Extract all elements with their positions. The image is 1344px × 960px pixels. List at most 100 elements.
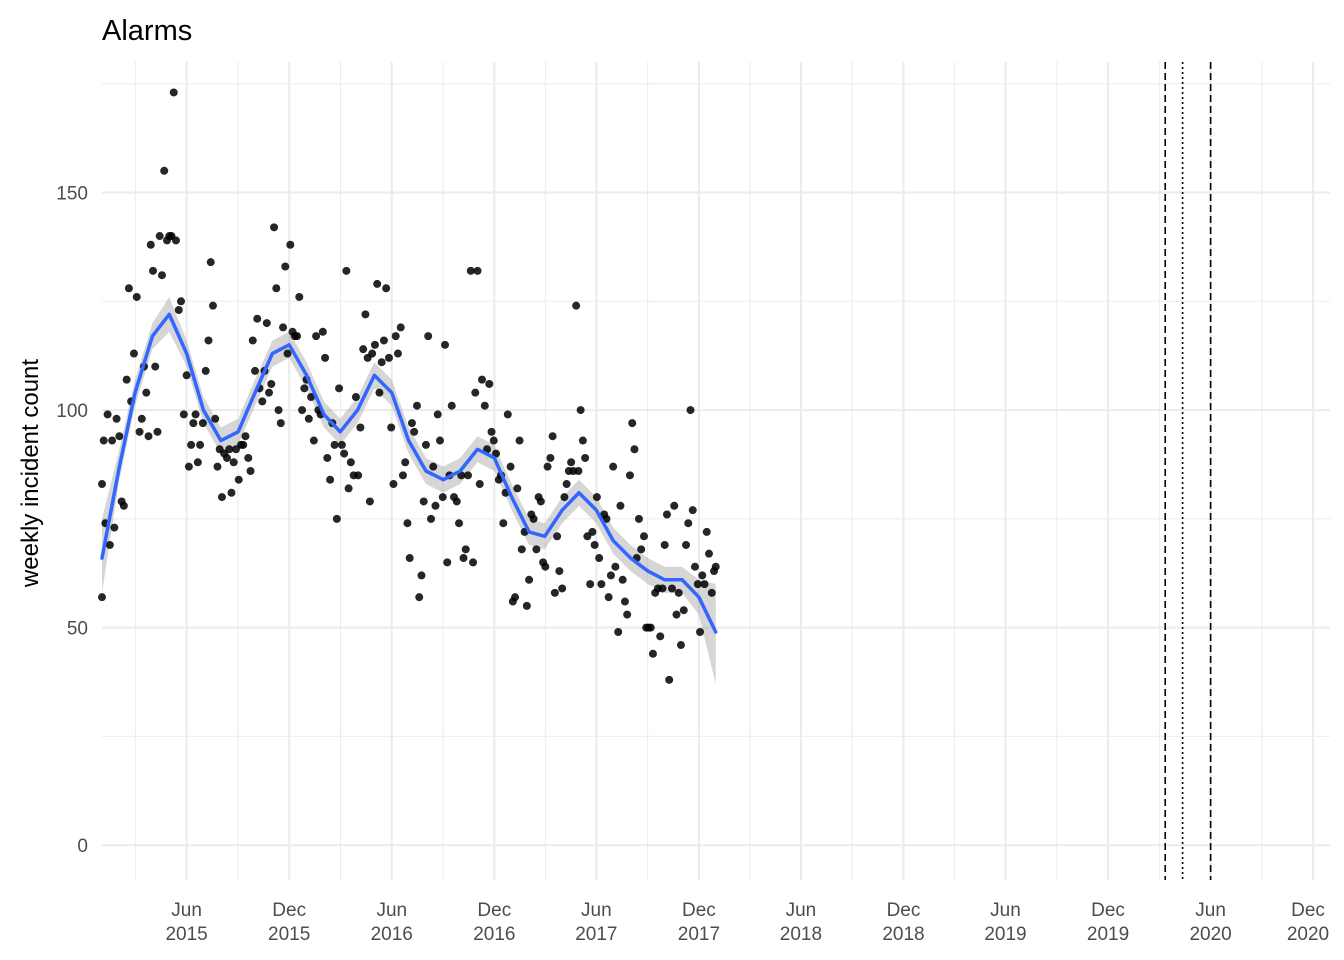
data-point [443,558,452,567]
data-point [672,610,681,619]
data-point [189,419,198,428]
data-point [700,580,709,589]
data-point [499,519,508,528]
data-point [157,271,166,280]
x-tick-label: 2015 [165,924,207,945]
data-point [431,501,440,510]
data-point [204,336,213,345]
data-point [630,445,639,454]
data-point [435,436,444,445]
data-point [466,266,475,275]
data-point [253,314,262,323]
data-point [529,514,538,523]
data-point [187,440,196,449]
data-point [241,432,250,441]
data-point [693,580,702,589]
x-tick-label: Jun [786,900,817,921]
x-tick-label: 2016 [371,924,413,945]
data-point [682,540,691,549]
data-point [473,266,482,275]
data-point [279,323,288,332]
data-point [398,471,407,480]
y-tick-label: 50 [67,619,88,640]
data-point [679,606,688,615]
data-point [684,519,693,528]
data-point [690,562,699,571]
data-point [452,497,461,506]
data-point [373,279,382,288]
data-point [704,549,713,558]
data-point [478,375,487,384]
data-point [211,414,220,423]
x-tick-label: Jun [990,900,1021,921]
data-point [429,462,438,471]
data-point [396,323,405,332]
data-point [365,497,374,506]
data-point [546,453,555,462]
data-point [160,166,169,175]
data-point [469,558,478,567]
data-point [99,436,108,445]
data-point [112,414,121,423]
data-point [572,301,581,310]
x-tick-label: Dec [1091,900,1125,921]
data-point [634,514,643,523]
data-point [698,571,707,580]
data-point [419,497,428,506]
data-point [196,440,205,449]
data-point [595,554,604,563]
data-point [108,436,117,445]
data-point [670,501,679,510]
y-tick-label: 150 [56,184,88,205]
data-point [515,436,524,445]
x-tick-label: 2018 [882,924,924,945]
data-point [342,266,351,275]
data-point [332,514,341,523]
data-point [293,332,302,341]
data-point [417,571,426,580]
data-point [553,532,562,541]
data-point [656,632,665,641]
data-point [122,375,131,384]
data-point [276,419,285,428]
data-point [581,453,590,462]
data-point [606,571,615,580]
data-point [124,284,133,293]
data-point [611,562,620,571]
data-point [560,493,569,502]
data-point [258,397,267,406]
data-point [555,567,564,576]
data-point [265,388,274,397]
data-point [98,593,106,602]
data-point [489,436,498,445]
data-point [586,580,595,589]
data-point [142,388,151,397]
data-point [312,332,321,341]
data-point [149,266,158,275]
data-point [300,384,309,393]
data-point [105,540,114,549]
data-point [401,458,410,467]
data-point [225,445,234,454]
data-point [129,349,138,358]
data-point [182,371,191,380]
data-point [648,649,657,658]
x-tick-label: Jun [376,900,407,921]
data-point [326,475,335,484]
data-point [426,514,435,523]
data-point [492,449,501,458]
data-point [532,545,541,554]
y-tick-label: 0 [77,836,88,857]
data-point [543,462,552,471]
data-point [637,545,646,554]
data-point [461,545,470,554]
data-point [578,436,587,445]
data-point [441,340,450,349]
data-point [330,440,339,449]
data-point [389,480,398,489]
data-point [506,462,515,471]
data-point [208,301,217,310]
data-point [522,601,531,610]
data-point [382,284,391,293]
